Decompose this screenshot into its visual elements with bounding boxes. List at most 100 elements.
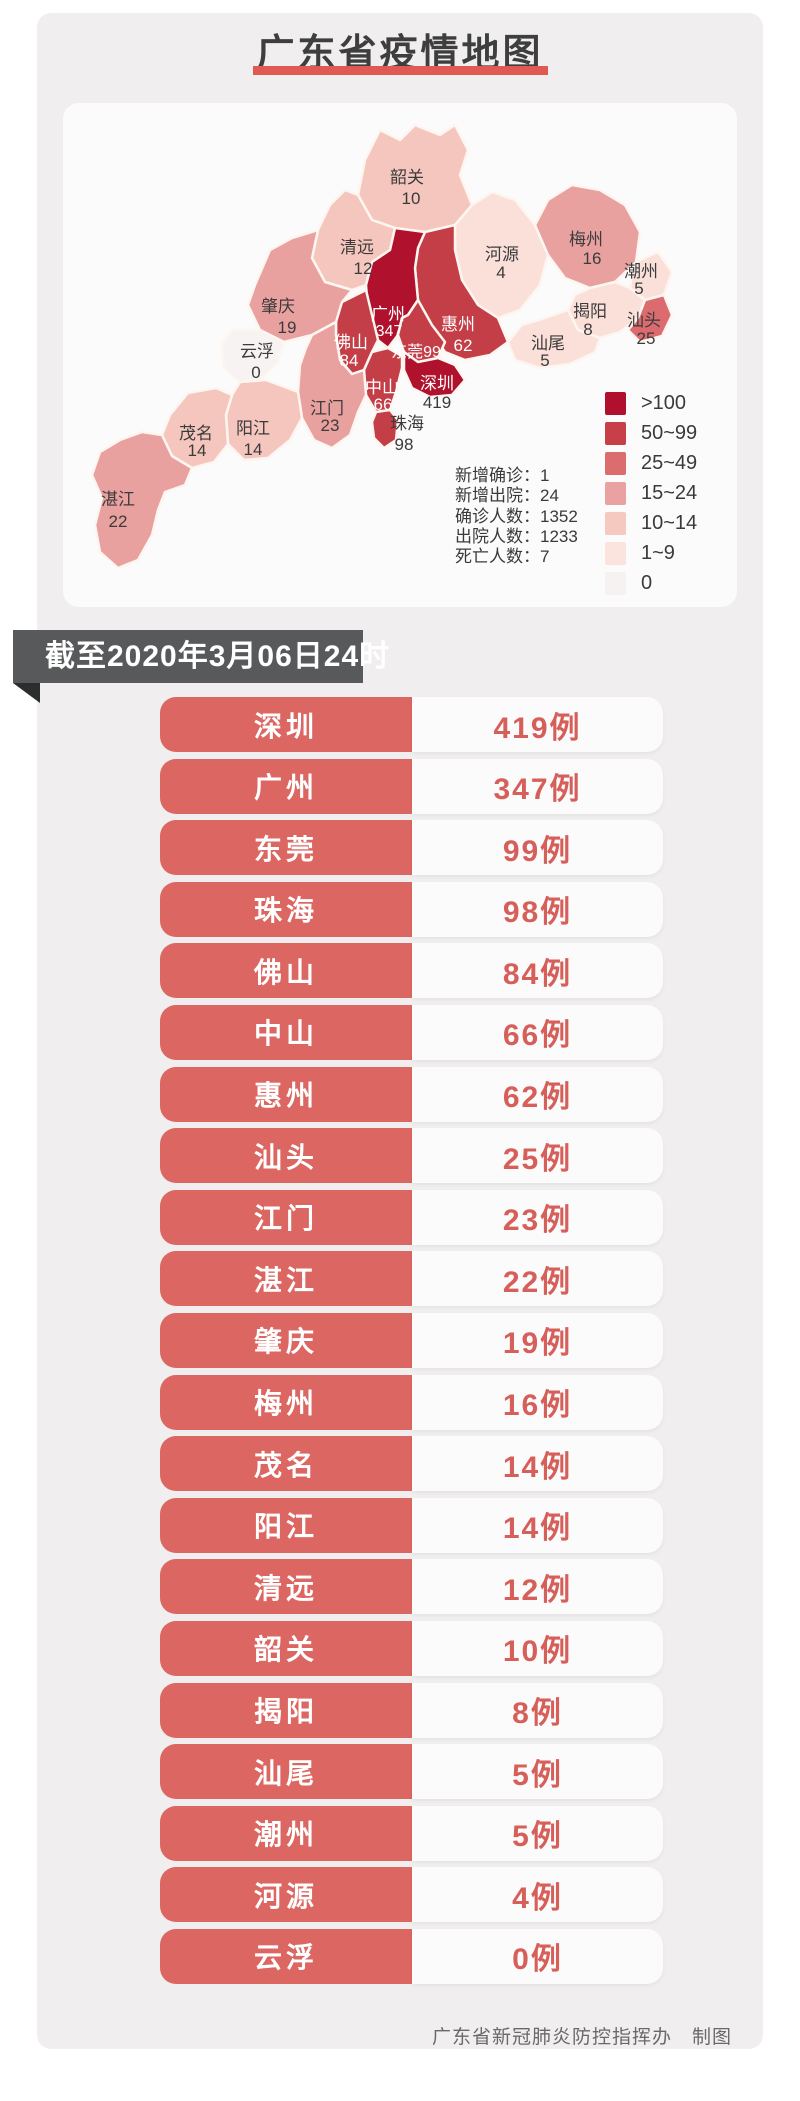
banner-fold xyxy=(13,683,40,703)
map-label-foshan: 佛山 xyxy=(334,333,368,352)
date-banner: 截至2020年3月06日24时 xyxy=(13,630,389,683)
city-cell: 江门 xyxy=(160,1189,412,1245)
city-cell: 梅州 xyxy=(160,1374,412,1430)
region-meizhou xyxy=(533,183,642,290)
legend-label: 25~49 xyxy=(641,452,698,474)
table-row: 江门 23例 xyxy=(160,1189,663,1245)
table-row: 深圳 419例 xyxy=(160,697,663,752)
table-row: 韶关 10例 xyxy=(160,1620,663,1676)
city-cell: 湛江 xyxy=(160,1251,412,1307)
stat-total-discharged: 出院人数：1233 xyxy=(455,526,578,546)
count-cell: 347例 xyxy=(412,758,663,814)
legend-row: 25~49 xyxy=(605,452,697,475)
table-row: 汕尾 5例 xyxy=(160,1744,663,1800)
count-cell: 25例 xyxy=(412,1128,663,1184)
count-cell: 5例 xyxy=(412,1805,663,1861)
map-value-shenzhen: 419 xyxy=(423,393,451,412)
map-value-yangjiang: 14 xyxy=(244,440,263,459)
count-cell: 22例 xyxy=(412,1251,663,1307)
map-label-shaoguan: 韶关 xyxy=(390,168,424,187)
city-cell: 云浮 xyxy=(160,1928,412,1984)
table-row: 佛山 84例 xyxy=(160,943,663,999)
map-value-zhongshan: 66 xyxy=(374,395,393,414)
legend-label: 50~99 xyxy=(641,422,698,444)
count-cell: 98例 xyxy=(412,881,663,937)
region-shenzhen xyxy=(402,350,467,399)
count-cell: 8例 xyxy=(412,1682,663,1738)
map-value-jieyang: 8 xyxy=(583,320,592,339)
city-cell: 广州 xyxy=(160,758,412,814)
map-value-zhaoqing: 19 xyxy=(278,318,297,337)
count-cell: 14例 xyxy=(412,1497,663,1553)
table-row: 河源 4例 xyxy=(160,1867,663,1923)
map-value-chaozhou: 5 xyxy=(634,279,643,298)
city-cell: 阳江 xyxy=(160,1497,412,1553)
count-cell: 23例 xyxy=(412,1189,663,1245)
count-cell: 19例 xyxy=(412,1312,663,1368)
table-row: 潮州 5例 xyxy=(160,1805,663,1861)
count-cell: 14例 xyxy=(412,1436,663,1492)
legend-row: 50~99 xyxy=(605,422,697,445)
table-row: 阳江 14例 xyxy=(160,1497,663,1553)
table-row: 汕头 25例 xyxy=(160,1128,663,1184)
count-cell: 16例 xyxy=(412,1374,663,1430)
map-value-heyuan: 4 xyxy=(496,263,505,282)
region-yunfu xyxy=(220,328,286,384)
map-label-shanwei: 汕尾 xyxy=(531,334,565,353)
region-dongguan xyxy=(396,298,447,364)
legend-swatch-10-14 xyxy=(605,512,626,535)
count-cell: 419例 xyxy=(412,697,663,752)
table-row: 惠州 62例 xyxy=(160,1066,663,1122)
city-cell: 肇庆 xyxy=(160,1312,412,1368)
map-value-zhanjiang: 22 xyxy=(109,512,128,531)
stat-new-discharged: 新增出院：24 xyxy=(455,486,559,506)
table-row: 湛江 22例 xyxy=(160,1251,663,1307)
count-cell: 0例 xyxy=(412,1928,663,1984)
region-zhuhai xyxy=(370,408,400,450)
count-cell: 10例 xyxy=(412,1620,663,1676)
stat-new-confirmed: 新增确诊：1 xyxy=(455,466,550,485)
count-cell: 84例 xyxy=(412,943,663,999)
table-row: 肇庆 19例 xyxy=(160,1312,663,1368)
city-cell: 清远 xyxy=(160,1559,412,1615)
table-row: 揭阳 8例 xyxy=(160,1682,663,1738)
legend-swatch-15-24 xyxy=(605,482,626,505)
legend-label: 0 xyxy=(641,572,653,594)
map-label-chaozhou: 潮州 xyxy=(624,262,658,281)
region-zhaoqing xyxy=(246,228,354,344)
table-row: 东莞 99例 xyxy=(160,820,663,876)
map-label-jiangmen: 江门 xyxy=(310,399,344,418)
map-label-shantou: 汕头 xyxy=(627,311,661,330)
map-label-shenzhen: 深圳 xyxy=(420,374,454,393)
city-cell: 韶关 xyxy=(160,1620,412,1676)
map-value-guangzhou: 347 xyxy=(376,323,403,340)
city-cell: 汕尾 xyxy=(160,1744,412,1800)
legend-swatch-25-49 xyxy=(605,452,626,475)
legend-row: 15~24 xyxy=(605,482,697,505)
map-value-foshan: 84 xyxy=(340,351,359,370)
map-value-shantou: 25 xyxy=(637,329,656,348)
count-cell: 4例 xyxy=(412,1867,663,1923)
city-cell: 惠州 xyxy=(160,1066,412,1122)
legend-label: >100 xyxy=(641,392,687,414)
legend-row: 10~14 xyxy=(605,512,697,535)
city-cell: 珠海 xyxy=(160,881,412,937)
count-cell: 5例 xyxy=(412,1744,663,1800)
city-cell: 茂名 xyxy=(160,1436,412,1492)
count-cell: 62例 xyxy=(412,1066,663,1122)
table-row: 珠海 98例 xyxy=(160,881,663,937)
legend-swatch-gt100 xyxy=(605,392,626,415)
map-value-shaoguan: 10 xyxy=(402,189,421,208)
map-value-jiangmen: 23 xyxy=(321,416,340,435)
stat-deaths: 死亡人数：7 xyxy=(455,547,550,567)
city-table: 深圳 419例 广州 347例 东莞 99例 珠海 98例 佛山 84例 中山 66例 惠州… xyxy=(160,697,663,1990)
table-row: 广州 347例 xyxy=(160,758,663,814)
legend-label: 10~14 xyxy=(641,512,698,534)
map-label-jieyang: 揭阳 xyxy=(573,302,607,321)
map-value-maoming: 14 xyxy=(188,441,207,460)
legend-swatch-1-9 xyxy=(605,542,626,565)
legend-swatch-50-99 xyxy=(605,422,626,445)
map-label-zhongshan: 中山 xyxy=(365,378,399,397)
guangdong-map: 韶关 10 清远 12 河源 4 梅州 16 潮州 5 揭阳 8 汕头 25 汕… xyxy=(90,123,674,570)
map-label-meizhou: 梅州 xyxy=(569,230,603,249)
